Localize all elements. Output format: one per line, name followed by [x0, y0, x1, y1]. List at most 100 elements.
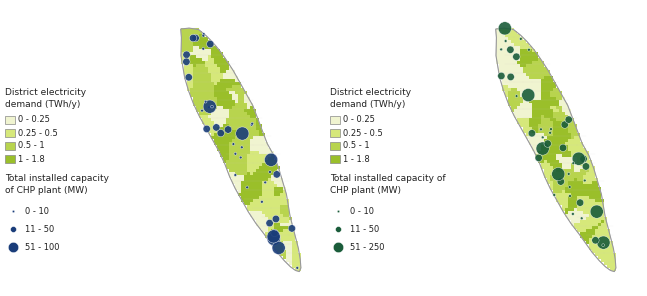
Bar [204, 79, 208, 82]
Bar [547, 121, 550, 124]
Bar [556, 190, 559, 193]
Bar [543, 103, 547, 106]
Bar [202, 40, 204, 43]
Bar [589, 193, 592, 196]
Bar [247, 115, 250, 118]
Bar [508, 82, 510, 85]
Bar [283, 226, 286, 229]
Bar [217, 73, 220, 76]
Bar [232, 157, 235, 160]
Bar [259, 145, 261, 148]
Bar [529, 112, 532, 115]
Bar [547, 148, 550, 151]
Bar [501, 55, 505, 58]
Bar [247, 193, 250, 196]
Bar [202, 58, 204, 61]
Bar [559, 139, 562, 142]
Bar [292, 265, 294, 268]
Bar [181, 61, 184, 64]
Bar [526, 70, 529, 73]
Text: Total installed capacity of: Total installed capacity of [330, 174, 446, 183]
Bar [547, 145, 550, 148]
Bar [286, 247, 289, 250]
Bar [562, 169, 565, 172]
Bar [496, 40, 499, 43]
Bar [228, 82, 232, 85]
Bar [565, 151, 567, 154]
Bar [598, 202, 600, 205]
Bar [195, 100, 199, 103]
Bar [538, 61, 541, 64]
Bar [244, 157, 247, 160]
Bar [237, 157, 241, 160]
Bar [195, 82, 199, 85]
Bar [517, 64, 520, 67]
Bar [510, 94, 514, 97]
Bar [235, 85, 237, 88]
Bar [532, 139, 534, 142]
Bar [526, 91, 529, 94]
Bar [190, 58, 193, 61]
Bar [508, 76, 510, 79]
Bar [595, 196, 598, 199]
Bar [523, 70, 526, 73]
Bar [574, 130, 576, 133]
Bar [538, 64, 541, 67]
Bar [553, 145, 556, 148]
Bar [604, 253, 607, 256]
Bar [241, 127, 244, 130]
Bar [250, 124, 253, 127]
Bar [241, 157, 244, 160]
Bar [223, 88, 226, 91]
Bar [565, 136, 567, 139]
Bar [496, 61, 499, 64]
Point [560, 122, 570, 127]
Bar [571, 142, 574, 145]
Bar [253, 169, 256, 172]
Point [538, 135, 548, 140]
Bar [247, 169, 250, 172]
Bar [226, 61, 228, 64]
Bar [559, 118, 562, 121]
Point [181, 59, 192, 64]
Bar [286, 232, 289, 235]
Bar [187, 67, 190, 70]
Bar [232, 112, 235, 115]
Bar [193, 64, 195, 67]
Bar [211, 133, 214, 136]
Bar [232, 151, 235, 154]
Bar [538, 127, 541, 130]
Bar [583, 235, 586, 238]
Bar [532, 148, 534, 151]
Bar [283, 190, 286, 193]
Bar [274, 208, 277, 211]
Bar [190, 34, 193, 37]
Bar [211, 88, 214, 91]
Bar [259, 193, 261, 196]
Bar [550, 157, 553, 160]
Bar [556, 91, 559, 94]
Bar [574, 145, 576, 148]
Bar [232, 127, 235, 130]
Bar [261, 166, 265, 169]
Bar [501, 61, 505, 64]
Bar [190, 85, 193, 88]
Bar [520, 88, 523, 91]
Bar [571, 196, 574, 199]
Bar [214, 67, 217, 70]
Bar [199, 46, 202, 49]
Bar [508, 40, 510, 43]
Bar [265, 178, 268, 181]
Bar [543, 163, 547, 166]
Bar [529, 79, 532, 82]
Bar [589, 172, 592, 175]
Bar [202, 64, 204, 67]
Bar [526, 118, 529, 121]
Bar [556, 199, 559, 202]
Bar [268, 190, 270, 193]
Bar [517, 34, 520, 37]
Bar [550, 82, 553, 85]
Bar [237, 133, 241, 136]
Bar [508, 55, 510, 58]
Bar [241, 121, 244, 124]
